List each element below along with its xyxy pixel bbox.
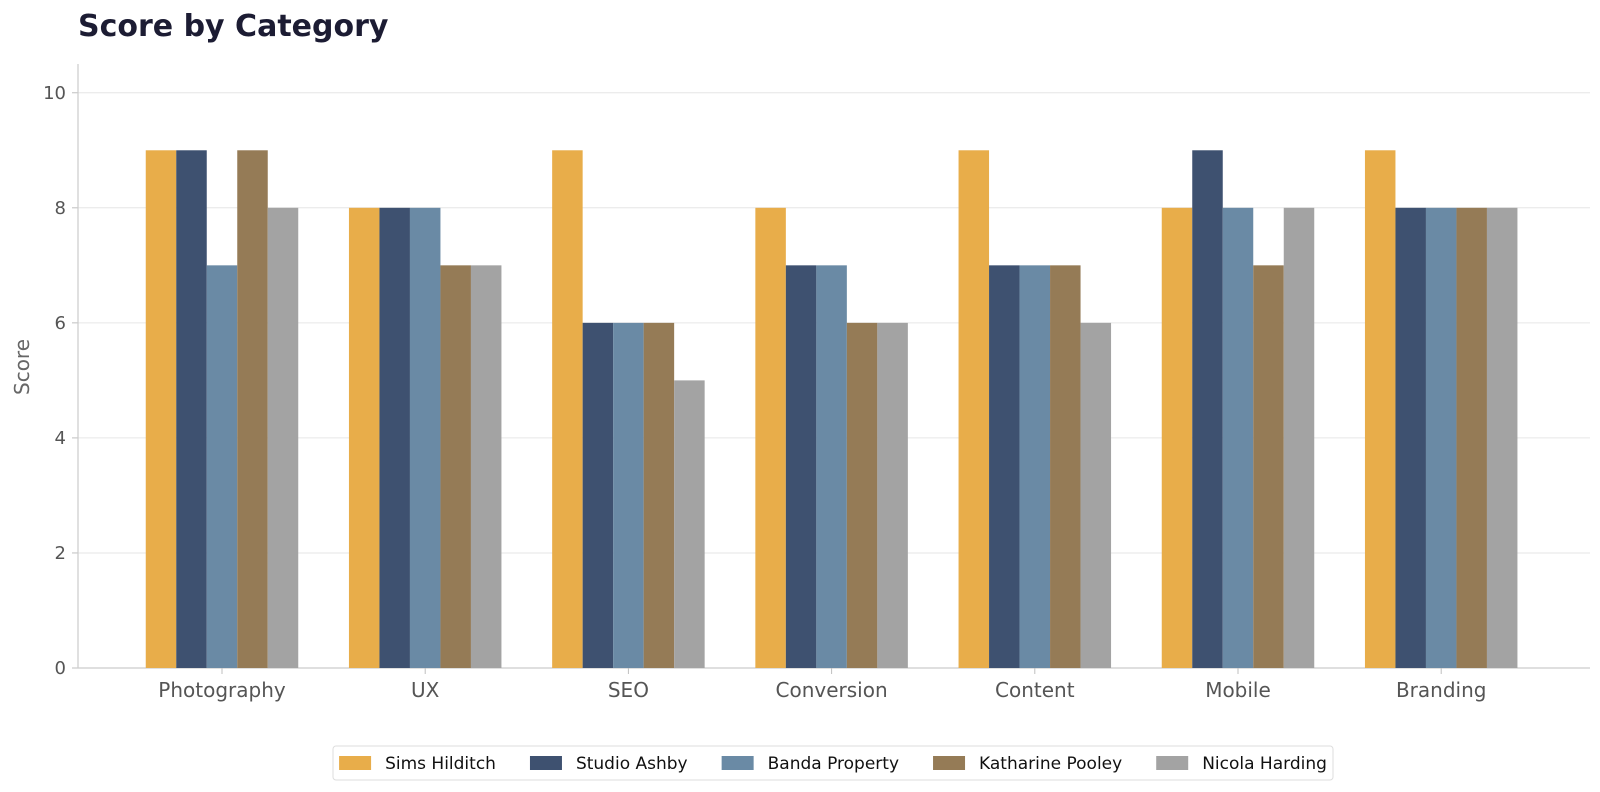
bar [237, 150, 268, 669]
bar [582, 322, 614, 668]
bar [552, 150, 583, 669]
bar [1425, 207, 1457, 669]
bar [755, 207, 786, 669]
bar [145, 150, 177, 669]
bar [877, 322, 908, 668]
legend-label: Katharine Pooley [979, 754, 1122, 774]
bar [1283, 207, 1315, 669]
bar [613, 322, 644, 668]
bar [1253, 265, 1284, 668]
bar [846, 322, 878, 668]
legend-label: Sims Hilditch [385, 754, 496, 774]
bar [1395, 207, 1426, 669]
bar [1364, 150, 1396, 669]
y-tick-labels: 0 2 4 6 8 10 [43, 83, 66, 679]
legend-swatch [933, 756, 966, 770]
chart-title: Score by Category [78, 9, 389, 44]
legend-swatch [721, 756, 754, 770]
x-tick-label: Branding [1396, 678, 1487, 702]
legend-label: Banda Property [768, 754, 899, 774]
bar [267, 207, 299, 669]
legend-label: Nicola Harding [1202, 754, 1327, 774]
bar [1192, 150, 1223, 669]
legend-swatch [1156, 756, 1189, 770]
y-tick-label: 6 [55, 313, 66, 334]
bar [176, 150, 207, 669]
bar [348, 207, 380, 669]
y-tick-label: 8 [55, 198, 66, 219]
bar [816, 265, 847, 668]
bar [1019, 265, 1051, 668]
x-tick-label: SEO [608, 678, 649, 702]
bar [1080, 322, 1112, 668]
bars [145, 150, 1518, 669]
bar [1456, 207, 1487, 669]
bar [674, 380, 705, 668]
legend-swatch [339, 756, 372, 770]
y-tick-label: 4 [55, 428, 66, 449]
y-axis-label: Score [10, 339, 34, 395]
x-tick-label: Photography [158, 678, 286, 702]
x-tick-label: Content [995, 678, 1075, 702]
x-tick-label: UX [411, 678, 440, 702]
bar [1161, 207, 1193, 669]
legend: Sims Hilditch Studio Ashby Banda Property K… [332, 745, 1334, 781]
y-tick-label: 0 [55, 658, 66, 679]
bar [409, 207, 441, 669]
bar [958, 150, 990, 669]
bar [643, 322, 675, 668]
bar [785, 265, 817, 668]
bar [206, 265, 238, 668]
legend-frame [332, 745, 1334, 781]
bar [440, 265, 471, 668]
bar [1050, 265, 1081, 668]
bar [379, 207, 410, 669]
bar [1222, 207, 1254, 669]
bar [470, 265, 502, 668]
x-tick-labels: Photography UX SEO Conversion Content Mobile B… [158, 678, 1486, 702]
bar [989, 265, 1020, 668]
y-tick-label: 2 [55, 543, 66, 564]
legend-swatch [529, 756, 562, 770]
bar [1486, 207, 1518, 669]
x-tick-label: Mobile [1205, 678, 1271, 702]
legend-label: Studio Ashby [576, 754, 688, 774]
x-tick-label: Conversion [776, 678, 888, 702]
y-tick-label: 10 [43, 83, 66, 104]
